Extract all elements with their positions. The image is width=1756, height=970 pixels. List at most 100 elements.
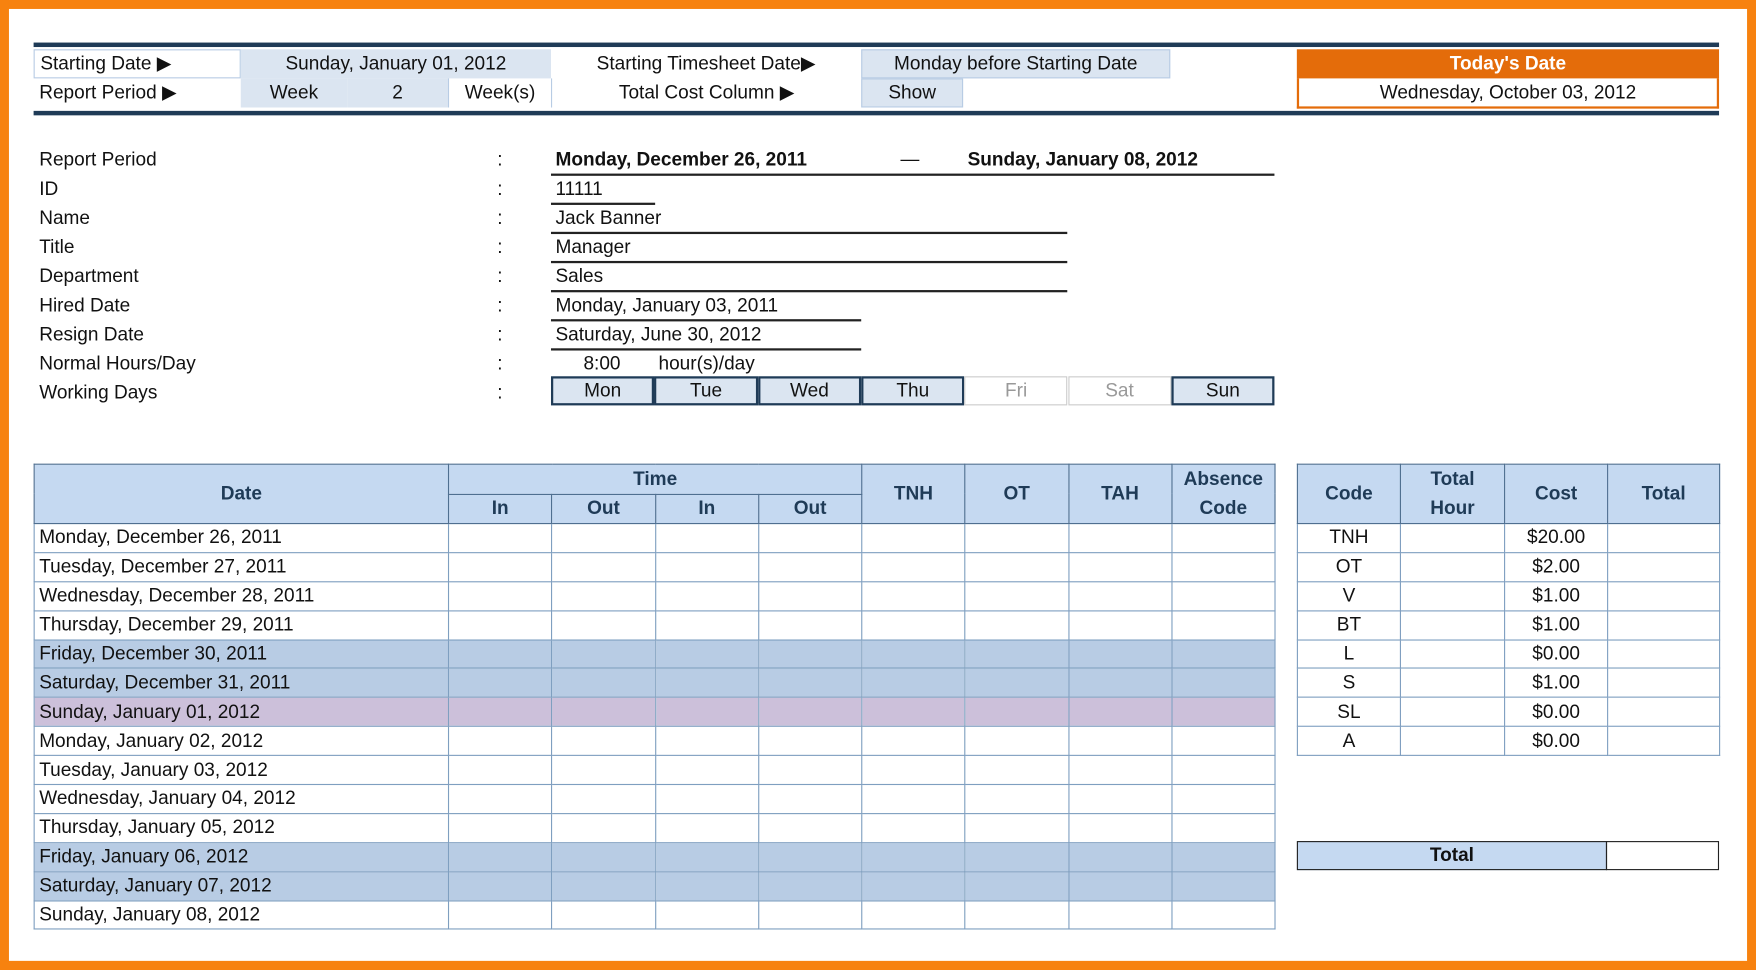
cell-tnh[interactable] [861, 638, 966, 670]
cell-out-1[interactable] [551, 522, 656, 554]
cell-in-2[interactable] [654, 725, 760, 757]
cell-ot[interactable] [964, 522, 1069, 554]
cell-in-1[interactable] [447, 870, 553, 902]
cell-in-1[interactable] [447, 812, 553, 844]
cell-out-1[interactable] [551, 725, 656, 757]
cell-in-1[interactable] [447, 754, 553, 786]
cell-ot[interactable] [964, 667, 1069, 699]
cell-absence-code[interactable] [1171, 899, 1276, 931]
info-value-resign[interactable]: Saturday, June 30, 2012 [555, 323, 762, 345]
cell-out-2[interactable] [757, 696, 863, 728]
cell-out-1[interactable] [551, 667, 656, 699]
cell-out-1[interactable] [551, 812, 656, 844]
starting-timesheet-value[interactable]: Monday before Starting Date [861, 49, 1171, 79]
cell-out-2[interactable] [757, 725, 863, 757]
cell-out-1[interactable] [551, 609, 656, 641]
cost-rate[interactable]: $0.00 [1504, 638, 1609, 670]
cell-ot[interactable] [964, 783, 1069, 815]
cost-rate[interactable]: $0.00 [1504, 696, 1609, 728]
cell-tah[interactable] [1067, 754, 1173, 786]
cell-in-1[interactable] [447, 551, 553, 583]
cell-ot[interactable] [964, 725, 1069, 757]
cell-ot[interactable] [964, 609, 1069, 641]
cell-out-2[interactable] [757, 638, 863, 670]
cell-tnh[interactable] [861, 899, 966, 931]
cell-out-1[interactable] [551, 696, 656, 728]
cell-absence-code[interactable] [1171, 725, 1276, 757]
cell-tah[interactable] [1067, 609, 1173, 641]
cell-ot[interactable] [964, 841, 1069, 873]
cell-out-2[interactable] [757, 667, 863, 699]
cell-in-1[interactable] [447, 522, 553, 554]
cell-ot[interactable] [964, 638, 1069, 670]
cell-tnh[interactable] [861, 580, 966, 612]
cell-tnh[interactable] [861, 551, 966, 583]
cell-in-1[interactable] [447, 725, 553, 757]
working-day-thu[interactable]: Thu [861, 376, 965, 406]
cell-absence-code[interactable] [1171, 638, 1276, 670]
cell-in-2[interactable] [654, 667, 760, 699]
cell-tah[interactable] [1067, 841, 1173, 873]
cell-absence-code[interactable] [1171, 551, 1276, 583]
cell-ot[interactable] [964, 580, 1069, 612]
cell-absence-code[interactable] [1171, 870, 1276, 902]
cell-in-2[interactable] [654, 609, 760, 641]
cell-ot[interactable] [964, 551, 1069, 583]
cell-out-1[interactable] [551, 783, 656, 815]
cell-in-2[interactable] [654, 870, 760, 902]
total-cost-value[interactable]: Show [861, 78, 964, 108]
cell-tnh[interactable] [861, 522, 966, 554]
cell-out-2[interactable] [757, 551, 863, 583]
cell-in-2[interactable] [654, 783, 760, 815]
cell-tah[interactable] [1067, 812, 1173, 844]
cell-absence-code[interactable] [1171, 522, 1276, 554]
cell-out-2[interactable] [757, 754, 863, 786]
cell-tah[interactable] [1067, 551, 1173, 583]
cell-out-2[interactable] [757, 870, 863, 902]
report-period-count[interactable]: 2 [347, 78, 448, 108]
cell-tah[interactable] [1067, 696, 1173, 728]
cell-in-2[interactable] [654, 551, 760, 583]
grand-total-value[interactable] [1605, 841, 1720, 871]
cell-out-2[interactable] [757, 841, 863, 873]
cost-rate[interactable]: $1.00 [1504, 609, 1609, 641]
cell-out-1[interactable] [551, 580, 656, 612]
cell-tah[interactable] [1067, 522, 1173, 554]
cell-ot[interactable] [964, 899, 1069, 931]
cell-out-2[interactable] [757, 580, 863, 612]
cell-out-1[interactable] [551, 841, 656, 873]
cell-in-1[interactable] [447, 580, 553, 612]
cell-absence-code[interactable] [1171, 609, 1276, 641]
cell-tnh[interactable] [861, 870, 966, 902]
normal-hours-value[interactable]: 8:00 [583, 352, 621, 375]
cost-rate[interactable]: $2.00 [1504, 551, 1609, 583]
cell-ot[interactable] [964, 696, 1069, 728]
cell-in-1[interactable] [447, 783, 553, 815]
cell-in-2[interactable] [654, 754, 760, 786]
cell-tnh[interactable] [861, 754, 966, 786]
cell-out-1[interactable] [551, 551, 656, 583]
cell-tah[interactable] [1067, 580, 1173, 612]
cell-absence-code[interactable] [1171, 754, 1276, 786]
cell-out-2[interactable] [757, 783, 863, 815]
cell-tah[interactable] [1067, 899, 1173, 931]
cell-absence-code[interactable] [1171, 667, 1276, 699]
cell-in-2[interactable] [654, 812, 760, 844]
cell-in-1[interactable] [447, 609, 553, 641]
cell-tnh[interactable] [861, 667, 966, 699]
cell-in-2[interactable] [654, 522, 760, 554]
working-day-fri[interactable]: Fri [964, 376, 1068, 406]
cell-in-1[interactable] [447, 841, 553, 873]
cell-tah[interactable] [1067, 667, 1173, 699]
working-day-sat[interactable]: Sat [1067, 376, 1172, 406]
starting-date-value[interactable]: Sunday, January 01, 2012 [240, 49, 551, 79]
working-day-sun[interactable]: Sun [1171, 376, 1275, 406]
cell-in-2[interactable] [654, 638, 760, 670]
cost-rate[interactable]: $1.00 [1504, 580, 1609, 612]
cell-ot[interactable] [964, 754, 1069, 786]
cost-rate[interactable]: $20.00 [1504, 522, 1609, 554]
report-period-unit[interactable]: Week [240, 78, 348, 108]
cell-tnh[interactable] [861, 812, 966, 844]
cell-out-1[interactable] [551, 638, 656, 670]
cell-absence-code[interactable] [1171, 783, 1276, 815]
